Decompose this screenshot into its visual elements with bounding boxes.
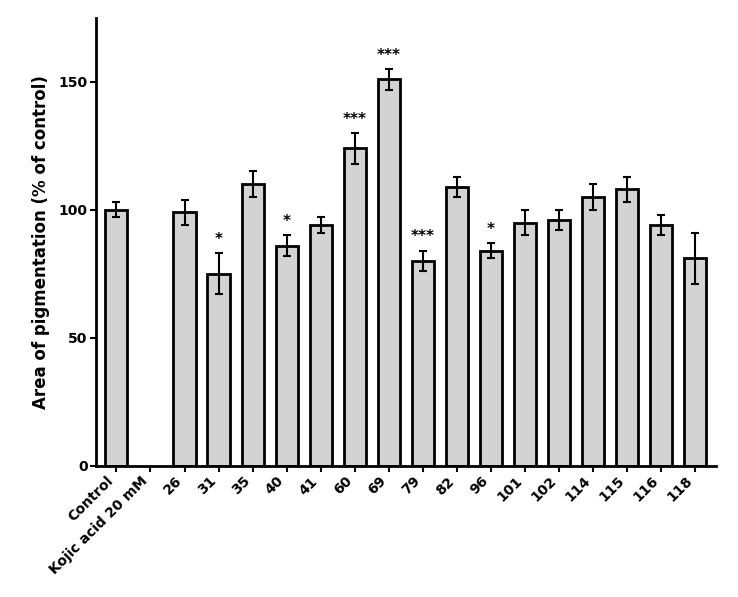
Text: *: *: [487, 221, 495, 236]
Text: ***: ***: [377, 48, 401, 63]
Text: *: *: [283, 214, 291, 229]
Bar: [173, 213, 196, 466]
Bar: [207, 274, 230, 466]
Bar: [548, 220, 570, 466]
Bar: [275, 245, 297, 466]
Bar: [106, 210, 128, 466]
Text: *: *: [215, 232, 223, 247]
Bar: [480, 251, 502, 466]
Bar: [582, 197, 604, 466]
Bar: [378, 79, 400, 466]
Bar: [446, 187, 468, 466]
Text: ***: ***: [343, 112, 367, 127]
Bar: [412, 261, 434, 466]
Bar: [684, 259, 706, 466]
Bar: [514, 223, 537, 466]
Y-axis label: Area of pigmentation (% of control): Area of pigmentation (% of control): [32, 75, 50, 409]
Bar: [310, 225, 332, 466]
Bar: [616, 189, 638, 466]
Bar: [344, 149, 366, 466]
Text: ***: ***: [411, 229, 435, 244]
Bar: [241, 184, 263, 466]
Bar: [650, 225, 672, 466]
